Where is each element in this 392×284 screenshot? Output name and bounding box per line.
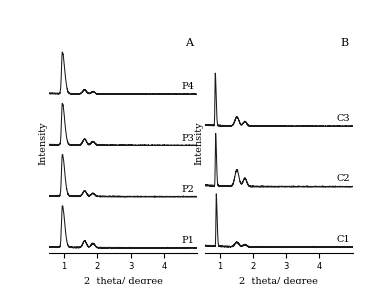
Text: P4: P4 — [181, 82, 194, 91]
Y-axis label: Intensity: Intensity — [194, 122, 203, 165]
Text: C1: C1 — [336, 235, 350, 244]
Text: P3: P3 — [181, 133, 194, 143]
Text: P1: P1 — [181, 236, 194, 245]
X-axis label: 2  theta/ degree: 2 theta/ degree — [83, 277, 163, 284]
Text: C3: C3 — [336, 114, 350, 123]
Text: C2: C2 — [336, 174, 350, 183]
Y-axis label: Intensity: Intensity — [38, 122, 47, 165]
X-axis label: 2  theta/ degree: 2 theta/ degree — [239, 277, 318, 284]
Text: A: A — [185, 38, 193, 49]
Text: P2: P2 — [181, 185, 194, 194]
Text: B: B — [340, 38, 348, 49]
